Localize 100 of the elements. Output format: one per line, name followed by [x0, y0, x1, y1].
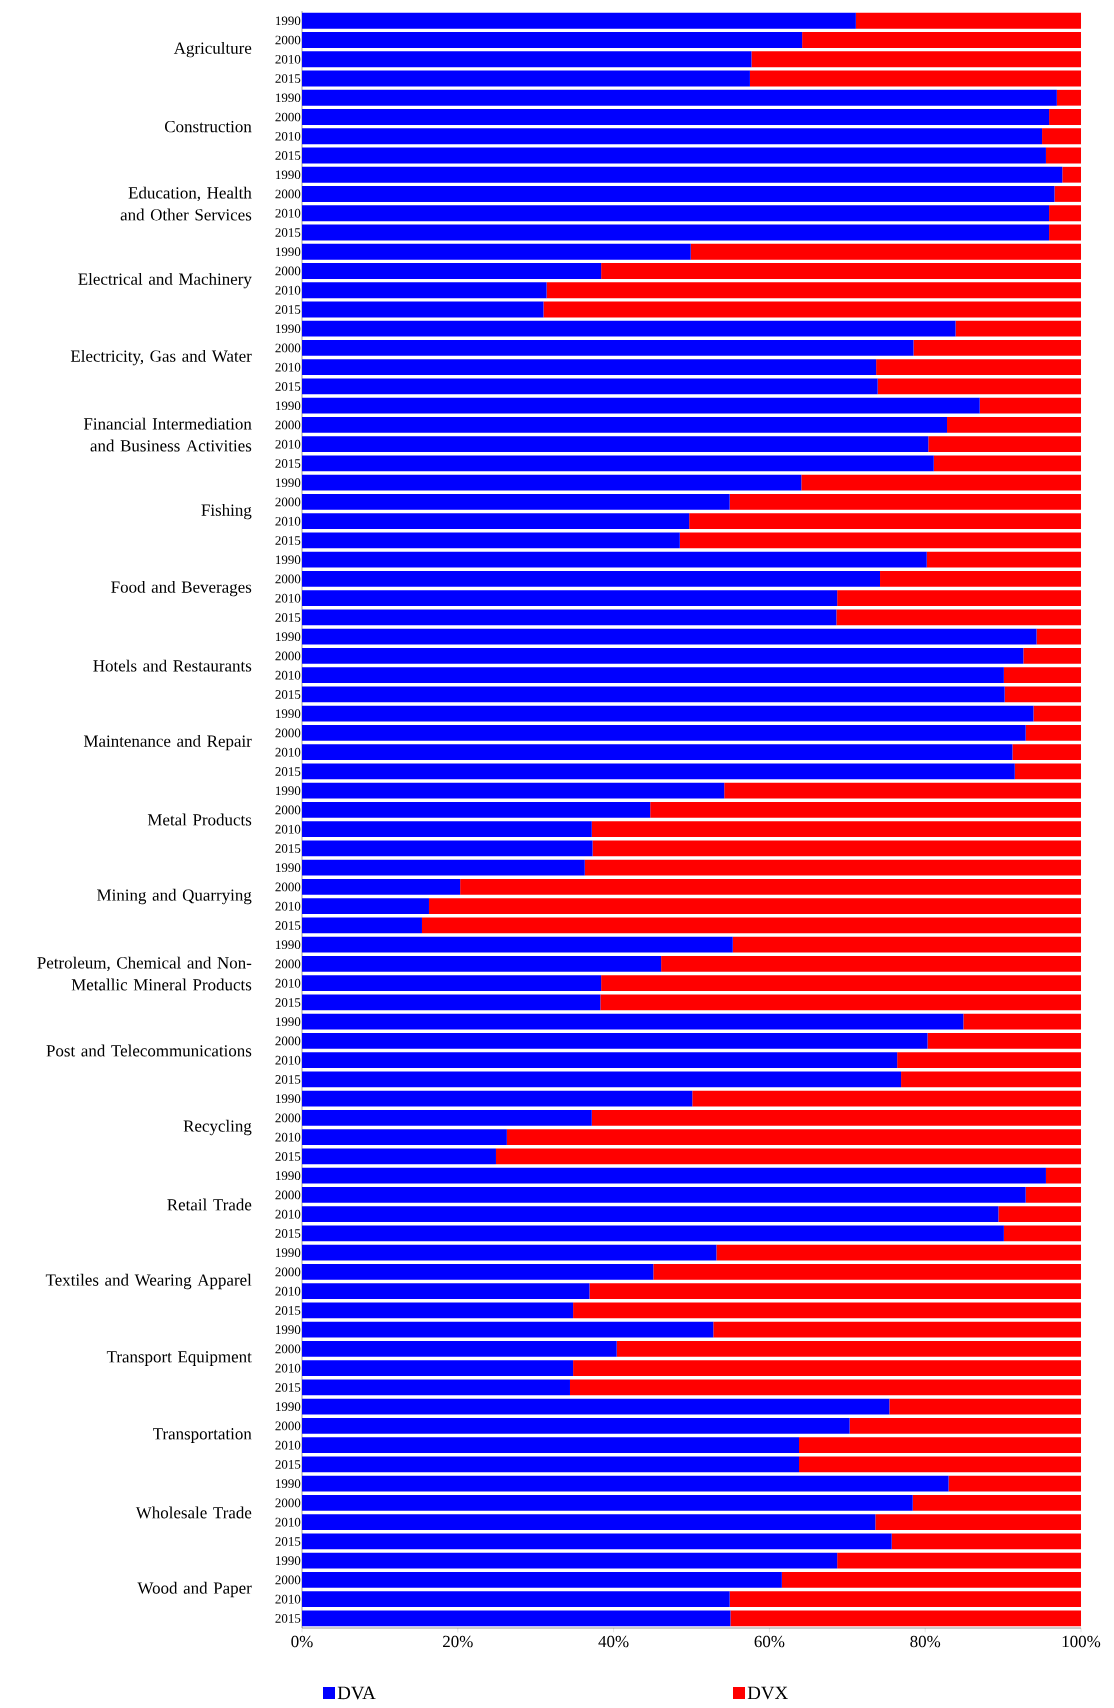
y-tick-label: 2000	[275, 882, 301, 892]
bar	[302, 1302, 574, 1319]
text: Retail Trade	[167, 1198, 252, 1211]
bar	[837, 590, 1082, 607]
bar	[302, 1129, 507, 1146]
y-tick-label: 2015	[275, 1460, 301, 1469]
text: Petroleum, Chemical and Non-Metallic Mineral Products	[37, 956, 252, 991]
bar	[302, 1071, 902, 1088]
text: Recycling	[183, 1119, 252, 1136]
bar	[302, 12, 856, 29]
y-tick-label: 2010	[275, 1363, 301, 1373]
bar	[302, 571, 881, 587]
bar	[302, 1206, 999, 1223]
bar	[732, 936, 1082, 953]
bar	[855, 12, 1082, 29]
bar	[302, 1283, 590, 1300]
bar	[421, 917, 1082, 934]
bar	[1033, 705, 1082, 722]
y-tick-label: 2015	[275, 459, 301, 468]
text: Fishing	[201, 503, 252, 520]
y-tick-label: 2010	[275, 362, 301, 372]
bar	[302, 359, 877, 376]
bar	[927, 1033, 1082, 1049]
bar	[1049, 224, 1082, 241]
bar	[877, 378, 1082, 395]
bar	[1025, 725, 1082, 741]
bar	[302, 994, 601, 1011]
y-tick-label: 2000	[275, 420, 301, 430]
bar	[584, 859, 1082, 876]
bar	[302, 1167, 1046, 1184]
bar	[836, 609, 1082, 626]
bar	[897, 1052, 1082, 1069]
y-tick-label: 2000	[275, 959, 301, 969]
bar	[302, 1110, 592, 1126]
bar	[302, 763, 1015, 780]
y-tick-label: 2000	[275, 112, 301, 122]
bar	[302, 936, 733, 953]
bar	[1025, 1187, 1082, 1203]
bar	[692, 1090, 1082, 1107]
bar	[302, 513, 690, 530]
text: Textiles and Wearing Apparel	[45, 1273, 252, 1290]
bar	[302, 147, 1046, 164]
y-tick-label: 2010	[275, 670, 301, 680]
bar	[302, 686, 1005, 703]
y-tick-label: 2015	[275, 228, 301, 237]
bar	[302, 1475, 949, 1492]
bar	[689, 513, 1082, 530]
y-tick-label: 2015	[275, 613, 301, 622]
bar	[302, 744, 1013, 761]
bar	[302, 1533, 892, 1550]
text: Hotels and Restaurants	[93, 659, 252, 672]
y-tick-label: 1990	[276, 555, 301, 565]
bar	[1054, 186, 1082, 202]
y-tick-label: 2010	[275, 1209, 301, 1219]
y-tick-label: 2000	[275, 1344, 301, 1354]
bar	[1023, 648, 1082, 664]
bar	[650, 802, 1082, 818]
bar	[901, 1071, 1082, 1088]
bar	[302, 859, 585, 876]
bar	[302, 1264, 654, 1280]
bar	[302, 186, 1055, 202]
y-tick-label: 2010	[275, 593, 301, 603]
y-tick-label: 2015	[275, 151, 301, 160]
y-tick-label: 2000	[275, 189, 301, 199]
bar	[837, 1552, 1082, 1569]
bar	[302, 32, 803, 48]
bar	[302, 802, 651, 818]
bar	[302, 821, 592, 838]
bar	[543, 301, 1082, 318]
bar	[875, 1514, 1082, 1531]
y-tick-label: 2000	[275, 651, 301, 661]
bar	[302, 1013, 964, 1030]
y-tick-label: 2000	[275, 728, 301, 738]
y-tick-label: 2015	[275, 1537, 301, 1546]
bar	[302, 1495, 913, 1511]
y-tick-label: 2010	[275, 1286, 301, 1296]
bar	[716, 1244, 1082, 1261]
text: Wood and Paper	[137, 1581, 252, 1598]
bar	[302, 301, 544, 318]
bar	[302, 340, 914, 356]
text: Mining and Quarrying	[97, 888, 252, 905]
y-tick-label: 1990	[276, 1094, 301, 1104]
x-tick-label: 80%	[910, 1635, 941, 1648]
bar	[1036, 628, 1082, 645]
bar	[589, 1283, 1082, 1300]
y-tick-label: 2000	[275, 574, 301, 584]
bar	[302, 282, 547, 299]
y-tick-label: 2000	[275, 343, 301, 353]
bar	[302, 1148, 496, 1165]
y-tick-label: 2000	[275, 1190, 301, 1200]
bar	[302, 879, 461, 895]
text: Maintenance and Repair	[83, 734, 252, 751]
bar	[889, 1398, 1082, 1415]
y-tick-label: 2015	[275, 1152, 301, 1161]
bar	[302, 70, 750, 87]
bar	[653, 1264, 1082, 1280]
y-tick-label: 2015	[275, 1075, 301, 1084]
y-tick-label: 2000	[275, 35, 301, 45]
bar	[302, 1398, 890, 1415]
bar	[591, 1110, 1082, 1126]
